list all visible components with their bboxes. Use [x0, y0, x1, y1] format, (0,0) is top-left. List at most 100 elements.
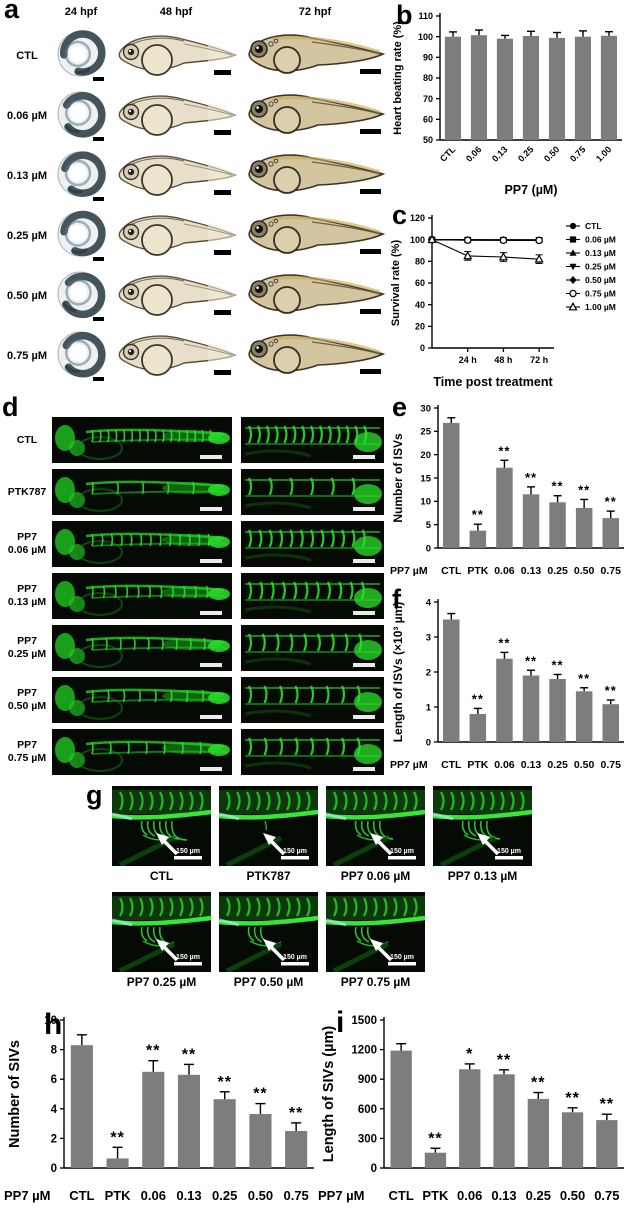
svg-text:0.25: 0.25: [212, 1188, 237, 1203]
svg-text:**: **: [525, 470, 537, 485]
fluorescent-embryo-image: [52, 677, 232, 723]
svg-text:0: 0: [51, 1163, 57, 1175]
svg-text:0: 0: [426, 737, 431, 748]
scale-bar: [495, 856, 523, 860]
svg-text:1200: 1200: [351, 1045, 377, 1057]
scale-bar: [360, 308, 381, 314]
scale-bar: [93, 257, 104, 261]
scale-bar: [93, 377, 104, 381]
scale-bar: [360, 68, 381, 74]
column-header-2: 72 hpf: [298, 6, 332, 18]
scale-bar: [93, 77, 104, 81]
panel-a-letter: a: [4, 0, 20, 24]
svg-text:*: *: [466, 1046, 473, 1063]
svg-text:CTL: CTL: [438, 144, 458, 164]
panel-a-row: CTL: [2, 26, 388, 86]
panel-i-siv-length-chart: i 0 300 600 900 1200 1500 CTL ** PTK * 0.06 ** 0.13 *…: [316, 1004, 630, 1210]
treatment-label: CTL: [149, 869, 174, 883]
svg-text:**: **: [498, 443, 510, 458]
scale-bar: [353, 663, 375, 667]
svg-text:PTK: PTK: [105, 1188, 132, 1203]
treatment-label: 0.13 µM: [7, 170, 47, 182]
scale-bar: [214, 309, 231, 315]
svg-text:1.00 µM: 1.00 µM: [585, 302, 616, 312]
panel-g-siv-micrographs: g 150 µm CTL 150 µm PTK787 150 µm PP7 0.06 …: [0, 780, 630, 1004]
svg-text:**: **: [497, 1052, 511, 1069]
panel-c-survival-chart: c 0 20 40 60 80 100 120 24 h 48 h 72 h CTL 0.06 µM 0…: [386, 198, 630, 394]
scale-bar: [388, 962, 416, 966]
scale-bar-label: 150 µm: [390, 954, 414, 961]
pointer-arrow: [156, 939, 179, 962]
svg-text:100: 100: [410, 235, 425, 245]
scale-bar: [200, 455, 222, 459]
treatment-label: CTL: [16, 50, 38, 62]
svg-text:0.25 µM: 0.25 µM: [585, 261, 616, 271]
treatment-label: PP7 0.25 µM: [126, 975, 197, 989]
svg-text:0.75 µM: 0.75 µM: [585, 288, 616, 298]
fluorescent-tail-image: [241, 729, 384, 775]
svg-text:PP7 µM: PP7 µM: [390, 759, 428, 771]
scale-bar-label: 150 µm: [283, 848, 307, 855]
svg-text:0.50: 0.50: [574, 759, 595, 771]
svg-text:600: 600: [358, 1104, 377, 1116]
panel-d-row: PP7 0.13 µM: [2, 570, 388, 622]
treatment-label: 0.06 µM: [7, 110, 47, 122]
svg-text:**: **: [472, 507, 484, 522]
svg-text:0.06: 0.06: [141, 1188, 166, 1203]
svg-text:60: 60: [423, 114, 433, 124]
length-of-isvs-bar-chart: 0 1 2 3 4 CTL ** PTK ** 0.06 ** 0.13 ** 0.25 ** 0.50 ** 0…: [388, 588, 630, 793]
svg-text:40: 40: [415, 300, 425, 310]
siv-image-cell: 150 µm PP7 0.25 µM: [112, 892, 211, 989]
svg-text:1.00: 1.00: [594, 144, 613, 163]
column-header-0: 24 hpf: [64, 6, 98, 18]
svg-text:PTK: PTK: [467, 759, 488, 771]
svg-text:PP7 µM: PP7 µM: [4, 1188, 51, 1203]
svg-text:0.06 µM: 0.06 µM: [585, 234, 616, 244]
scale-bar: [353, 715, 375, 719]
svg-text:**: **: [578, 482, 590, 497]
svg-text:48 h: 48 h: [494, 355, 512, 365]
svg-text:Length of SIVs (µm): Length of SIVs (µm): [321, 1026, 337, 1163]
panel-g-row-2: 150 µm PP7 0.25 µM 150 µm PP7 0.50 µM 150 …: [112, 892, 552, 989]
panel-a-row: 0.25 µM: [2, 206, 388, 266]
svg-text:**: **: [525, 653, 537, 668]
treatment-label: PTK787: [246, 869, 291, 883]
embryo-24hpf-image: [57, 210, 106, 261]
svg-text:**: **: [472, 691, 484, 706]
scale-bar: [174, 962, 202, 966]
panel-g-grid: 150 µm CTL 150 µm PTK787 150 µm PP7 0.06 µM…: [112, 786, 552, 998]
svg-text:**: **: [531, 1075, 545, 1092]
fluorescent-tail-image: [241, 573, 384, 619]
svg-text:0: 0: [426, 543, 431, 554]
svg-text:Heart beating rate (%): Heart beating rate (%): [392, 21, 404, 135]
panel-g-letter: g: [86, 780, 103, 810]
siv-image-cell: 150 µm PTK787: [219, 786, 318, 883]
scale-bar: [214, 369, 231, 375]
svg-text:0.25: 0.25: [547, 565, 568, 577]
fluorescent-tail-image: [241, 521, 384, 567]
svg-text:2: 2: [426, 667, 431, 678]
survival-rate-line-chart: 0 20 40 60 80 100 120 24 h 48 h 72 h CTL 0.06 µM 0.1…: [386, 198, 630, 399]
svg-text:Survival rate (%): Survival rate (%): [390, 240, 402, 327]
svg-text:PTK: PTK: [422, 1188, 449, 1203]
heart-beating-rate-bar-chart: 50 60 70 80 90 100 110 CTL 0.06 0.13 0.25 0.50 0.75 1…: [388, 0, 630, 205]
scale-bar: [281, 856, 309, 860]
scale-bar: [200, 767, 222, 771]
panel-d-row: PP7 0.06 µM: [2, 518, 388, 570]
fluorescent-embryo-image: [52, 469, 232, 515]
svg-text:**: **: [146, 1043, 160, 1060]
treatment-label: 0.75 µM: [7, 350, 47, 362]
svg-text:0.75: 0.75: [600, 565, 621, 577]
svg-text:Number of SIVs: Number of SIVs: [7, 1040, 23, 1148]
siv-fluorescent-image: 150 µm: [326, 786, 425, 866]
scale-bar: [388, 856, 416, 860]
panel-f-letter: f: [392, 584, 401, 614]
svg-text:0.25: 0.25: [516, 144, 535, 163]
svg-text:70: 70: [423, 94, 433, 104]
siv-image-cell: 150 µm PP7 0.13 µM: [433, 786, 532, 883]
embryo-24hpf-image: [57, 151, 106, 201]
pointer-arrow: [370, 939, 393, 962]
svg-text:30: 30: [420, 403, 431, 414]
number-of-isvs-bar-chart: 0 5 10 15 20 25 30 CTL ** PTK ** 0.06 ** 0.13 ** 0.25 **…: [388, 394, 630, 599]
treatment-label: PP7 0.50 µM: [7, 687, 47, 712]
